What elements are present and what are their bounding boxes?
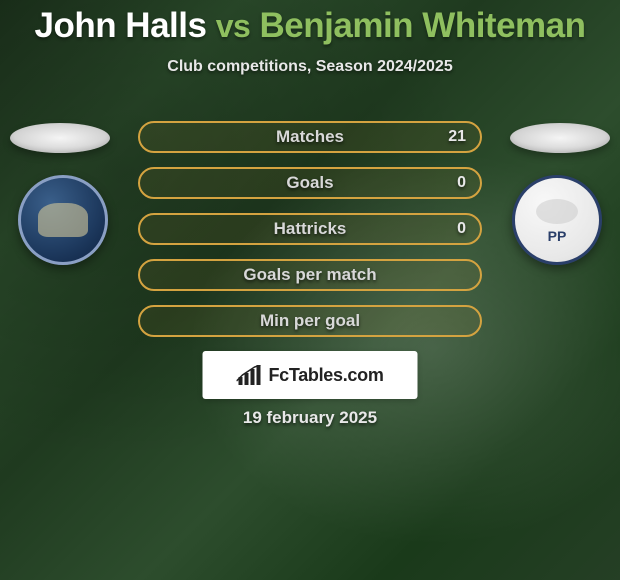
infographic-content: John Halls vs Benjamin Whiteman Club com… bbox=[0, 0, 620, 580]
player2-club-logo bbox=[512, 175, 602, 265]
stat-row: Goals per match bbox=[138, 259, 482, 291]
site-logo: FcTables.com bbox=[203, 351, 418, 399]
chart-icon bbox=[236, 365, 262, 385]
stat-label: Goals per match bbox=[243, 265, 376, 285]
stat-row: Min per goal bbox=[138, 305, 482, 337]
subtitle: Club competitions, Season 2024/2025 bbox=[0, 58, 620, 76]
stat-bars: Matches 21 Goals 0 Hattricks 0 Goals per match… bbox=[138, 121, 482, 351]
vs-text: vs bbox=[216, 8, 251, 44]
stat-row: Goals 0 bbox=[138, 167, 482, 199]
player1-club-logo bbox=[18, 175, 108, 265]
stat-row: Matches 21 bbox=[138, 121, 482, 153]
stat-label: Hattricks bbox=[274, 219, 347, 239]
player2-photo-placeholder bbox=[510, 123, 610, 153]
site-logo-text: FcTables.com bbox=[268, 365, 383, 386]
stat-value-right: 0 bbox=[457, 174, 466, 192]
comparison-title: John Halls vs Benjamin Whiteman bbox=[0, 0, 620, 46]
player1-photo-placeholder bbox=[10, 123, 110, 153]
stat-value-right: 0 bbox=[457, 220, 466, 238]
stat-label: Goals bbox=[286, 173, 333, 193]
player1-name: John Halls bbox=[34, 6, 206, 45]
stat-label: Matches bbox=[276, 127, 344, 147]
date: 19 february 2025 bbox=[0, 408, 620, 428]
player2-name: Benjamin Whiteman bbox=[260, 6, 586, 45]
stat-label: Min per goal bbox=[260, 311, 360, 331]
stat-value-right: 21 bbox=[448, 128, 466, 146]
stat-row: Hattricks 0 bbox=[138, 213, 482, 245]
